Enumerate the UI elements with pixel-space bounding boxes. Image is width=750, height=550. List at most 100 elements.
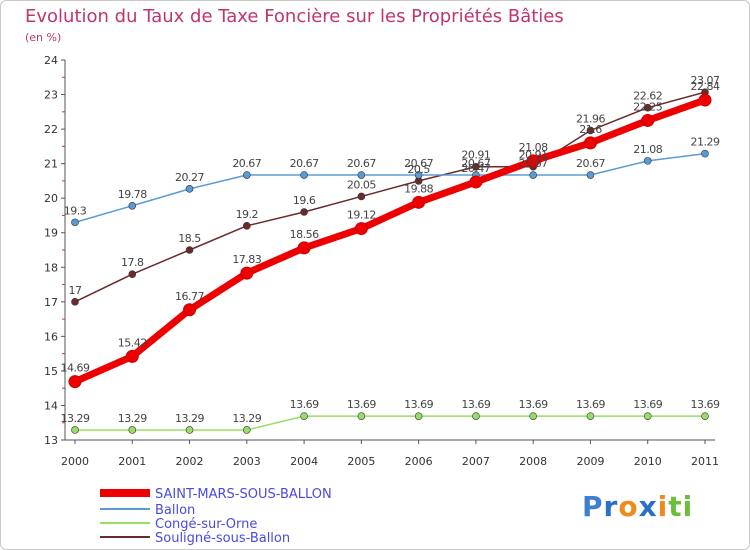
y-tick-label: 24 — [44, 54, 58, 67]
x-tick-label: 2005 — [347, 455, 375, 468]
data-label: 21.08 — [519, 141, 548, 154]
data-point — [300, 171, 308, 179]
data-label: 13.69 — [461, 398, 490, 411]
data-label: 19.6 — [293, 194, 316, 207]
data-point — [469, 175, 483, 189]
data-label: 20.67 — [576, 157, 605, 170]
logo-letter-p: P — [582, 490, 604, 523]
data-label: 13.29 — [232, 412, 261, 425]
data-label: 13.69 — [576, 398, 605, 411]
data-label: 13.69 — [519, 398, 548, 411]
data-label: 20.67 — [347, 157, 376, 170]
data-point — [526, 154, 540, 168]
data-point — [128, 270, 137, 278]
data-label: 22.62 — [633, 90, 662, 103]
y-tick-label: 22 — [44, 123, 58, 136]
data-point — [586, 171, 595, 179]
data-point — [698, 93, 712, 107]
data-label: 20.47 — [461, 162, 490, 175]
data-label: 17.83 — [232, 253, 261, 266]
x-tick-label: 2003 — [233, 455, 261, 468]
data-label: 19.88 — [404, 182, 433, 195]
data-label: 13.69 — [404, 398, 433, 411]
x-tick-label: 2006 — [405, 455, 433, 468]
data-label: 20.67 — [404, 157, 433, 170]
data-point — [243, 426, 251, 434]
data-point — [300, 208, 308, 216]
data-point — [357, 192, 366, 201]
data-label: 13.69 — [290, 398, 319, 411]
logo-letter-r: r — [603, 490, 619, 523]
logo-letter-x: x — [638, 490, 658, 523]
data-label: 20.27 — [175, 171, 204, 184]
y-tick-label: 13 — [44, 434, 58, 447]
y-tick-label: 15 — [44, 365, 58, 378]
data-label: 22.25 — [633, 100, 662, 113]
x-tick-label: 2001 — [118, 455, 146, 468]
y-tick-label: 16 — [44, 330, 58, 343]
series-line — [74, 91, 706, 303]
y-tick-label: 21 — [44, 158, 58, 171]
data-label: 20.67 — [290, 157, 319, 170]
data-label: 13.69 — [633, 398, 662, 411]
data-label: 23.07 — [691, 74, 720, 87]
data-label: 20.67 — [519, 157, 548, 170]
data-label: 20.91 — [461, 149, 490, 162]
data-label: 18.5 — [178, 232, 201, 245]
legend-label: Ballon — [155, 503, 195, 518]
data-point — [185, 246, 194, 254]
data-label: 21.29 — [691, 136, 720, 149]
data-point — [583, 136, 597, 150]
data-label: 13.69 — [691, 398, 720, 411]
data-label: 13.29 — [175, 412, 204, 425]
logo-letter-i2: i — [682, 490, 694, 523]
chart-subtitle: (en %) — [25, 31, 62, 44]
data-point — [183, 303, 197, 317]
data-point — [185, 426, 194, 434]
data-point — [643, 412, 652, 420]
y-tick-label: 19 — [44, 227, 58, 240]
x-tick-label: 2009 — [576, 455, 604, 468]
data-label: 13.29 — [61, 412, 90, 425]
data-label: 20.67 — [232, 157, 261, 170]
proxiti-logo: Proxiti — [582, 490, 693, 523]
data-label: 14.69 — [61, 362, 90, 375]
data-point — [354, 222, 368, 236]
x-tick-label: 2008 — [519, 455, 547, 468]
data-label: 19.78 — [118, 188, 147, 201]
data-label: 19.3 — [64, 204, 87, 217]
data-point — [414, 412, 423, 420]
data-label: 13.69 — [347, 398, 376, 411]
data-point — [243, 171, 251, 179]
x-tick-label: 2004 — [290, 455, 318, 468]
y-tick-label: 23 — [44, 89, 58, 102]
data-point — [641, 113, 655, 127]
data-label: 20.5 — [407, 163, 430, 176]
data-point — [71, 426, 79, 434]
data-point — [529, 171, 537, 179]
x-tick-label: 2000 — [61, 455, 89, 468]
y-tick-label: 14 — [44, 399, 58, 412]
data-label: 21.96 — [576, 112, 605, 125]
data-point — [357, 412, 366, 420]
data-point — [701, 412, 709, 420]
data-point — [128, 426, 137, 434]
data-label: 13.29 — [118, 412, 147, 425]
data-label: 20.67 — [461, 157, 490, 170]
logo-letter-t: t — [668, 490, 683, 523]
data-point — [297, 241, 311, 255]
data-label: 21.08 — [633, 143, 662, 156]
data-point — [414, 171, 423, 179]
data-point — [643, 103, 652, 112]
chart-title: Evolution du Taux de Taxe Foncière sur l… — [25, 6, 564, 27]
data-point — [586, 412, 595, 420]
series-line — [75, 415, 705, 431]
data-point — [68, 375, 82, 389]
data-label: 19.2 — [236, 208, 259, 221]
data-label: 22.84 — [691, 80, 720, 93]
y-tick-label: 18 — [44, 261, 58, 274]
data-point — [586, 126, 595, 135]
data-point — [357, 171, 366, 179]
